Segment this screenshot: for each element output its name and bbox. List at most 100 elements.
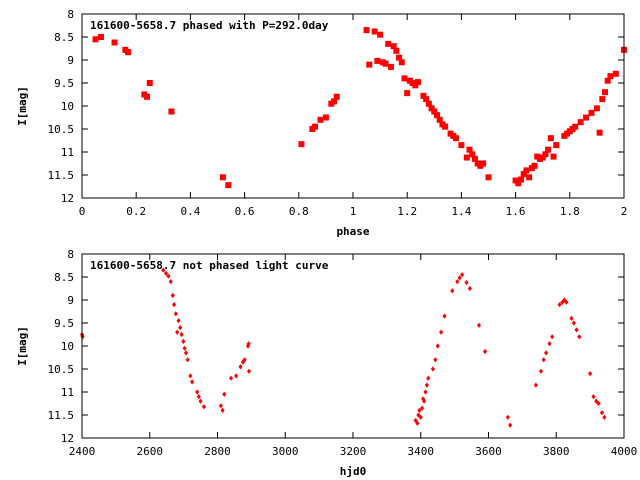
data-point <box>382 60 389 67</box>
data-point <box>431 108 438 115</box>
data-point <box>220 407 225 413</box>
data-point <box>412 82 419 89</box>
data-point <box>428 105 435 112</box>
data-point <box>604 77 611 84</box>
data-point <box>312 123 319 130</box>
data-point <box>518 176 525 183</box>
phased-chart-title: 161600-5658.7 phased with P=292.0day <box>90 19 329 32</box>
unphased-y-tick-label: 8.5 <box>54 271 74 284</box>
data-point <box>181 338 186 344</box>
unphased-y-tick-label: 9.5 <box>54 317 74 330</box>
data-point <box>469 151 476 158</box>
data-point <box>577 119 584 126</box>
data-point <box>398 59 405 66</box>
data-point <box>393 47 400 54</box>
data-point <box>538 368 544 374</box>
phased-y-axis-label: I[mag] <box>16 86 29 126</box>
data-point <box>418 414 423 420</box>
data-point <box>144 93 151 100</box>
data-point <box>178 325 183 331</box>
data-point <box>541 357 546 363</box>
phased-y-tick-label: 8.5 <box>54 31 74 44</box>
data-point <box>219 174 226 181</box>
data-point <box>228 375 234 381</box>
data-point <box>550 153 557 160</box>
data-point <box>602 414 607 420</box>
data-point <box>170 292 175 298</box>
phased-x-tick-label: 0 <box>79 205 86 218</box>
data-point <box>146 80 153 86</box>
data-point <box>246 341 251 347</box>
data-point <box>442 123 449 130</box>
data-point <box>396 54 403 61</box>
data-point <box>471 155 478 162</box>
data-point <box>612 70 619 77</box>
data-point <box>183 350 189 356</box>
data-point <box>125 49 132 56</box>
data-point <box>426 375 431 381</box>
data-point <box>602 89 609 96</box>
data-point <box>421 396 426 402</box>
data-point <box>457 275 462 281</box>
data-point <box>599 96 606 103</box>
data-point <box>322 114 329 121</box>
data-point <box>374 57 381 64</box>
data-point <box>594 398 599 404</box>
data-point <box>452 135 459 142</box>
unphased-x-tick-label: 2600 <box>137 445 164 458</box>
unphased-x-tick-label: 2400 <box>69 445 96 458</box>
data-point <box>404 90 411 97</box>
phased-y-tick-label: 10 <box>61 100 74 113</box>
phased-y-tick-label: 9 <box>67 54 74 67</box>
phased-y-tick-label: 10.5 <box>48 123 75 136</box>
data-point <box>520 171 527 178</box>
phased-y-tick-label: 9.5 <box>54 77 74 90</box>
data-point <box>505 414 510 420</box>
data-point <box>195 389 200 395</box>
data-point <box>560 299 565 305</box>
data-point <box>466 146 473 153</box>
data-point <box>179 331 184 338</box>
data-point <box>545 146 552 153</box>
phased-x-tick-label: 0.2 <box>126 205 146 218</box>
unphased-y-tick-label: 10 <box>61 340 74 353</box>
data-point <box>425 100 432 107</box>
unphased-y-tick-label: 11 <box>61 386 74 399</box>
phased-x-tick-label: 2 <box>621 205 628 218</box>
data-point <box>542 151 549 158</box>
data-point <box>430 366 436 372</box>
data-point <box>371 28 378 35</box>
unphased-x-tick-label: 3800 <box>543 445 570 458</box>
data-point <box>515 180 522 187</box>
phased-x-tick-label: 1.8 <box>560 205 580 218</box>
phased-x-tick-label: 1.4 <box>451 205 471 218</box>
data-point <box>331 98 338 105</box>
data-point <box>188 373 193 379</box>
phased-y-tick-label: 8 <box>67 8 74 21</box>
phased-x-tick-label: 0.4 <box>180 205 200 218</box>
data-point <box>533 382 539 388</box>
phased-data-points <box>92 27 627 189</box>
data-point <box>544 350 549 356</box>
data-point <box>225 182 232 189</box>
data-point <box>569 315 574 321</box>
data-point <box>201 404 207 410</box>
data-point <box>547 341 552 347</box>
data-point <box>246 368 252 374</box>
unphased-plot-frame <box>81 253 625 439</box>
data-point <box>222 391 227 397</box>
data-point <box>607 73 614 80</box>
unphased-x-tick-label: 2800 <box>204 445 231 458</box>
data-point <box>385 40 392 47</box>
phased-light-curve-panel: 0 0.2 0.4 0.6 0.8 1 1.2 1.4 1.6 1.8 2 8 8.5 9 9.5 10 10.… <box>16 8 627 238</box>
data-point <box>176 318 181 324</box>
data-point <box>173 311 178 317</box>
data-point <box>238 364 243 370</box>
data-point <box>111 39 118 46</box>
data-point <box>401 75 408 82</box>
unphased-x-tick-label: 3200 <box>340 445 367 458</box>
unphased-x-tick-label: 3000 <box>272 445 299 458</box>
phased-plot-frame <box>81 13 625 199</box>
data-point <box>387 63 394 70</box>
